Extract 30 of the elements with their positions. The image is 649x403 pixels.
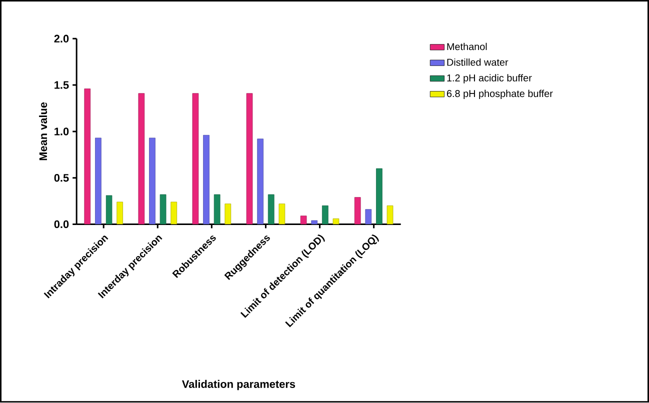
- bar: [300, 216, 307, 224]
- bar: [214, 194, 220, 224]
- bar: [322, 206, 328, 224]
- y-tick-label: 2.0: [54, 35, 69, 43]
- y-axis-title: Mean value: [39, 102, 48, 160]
- bar: [376, 168, 382, 224]
- bar: [246, 93, 253, 224]
- y-tick-label: 1.0: [54, 128, 69, 136]
- bar: [365, 209, 372, 224]
- bar: [160, 194, 166, 224]
- bar: [106, 195, 112, 224]
- bar: [138, 93, 145, 224]
- bar: [257, 138, 264, 224]
- bar: [95, 138, 102, 224]
- legend-label: 1.2 pH acidic buffer: [447, 74, 532, 84]
- y-tick-label: 1.5: [54, 81, 69, 90]
- bar: [149, 138, 156, 224]
- bar: [203, 135, 210, 224]
- bar: [224, 204, 232, 224]
- legend-label: Distilled water: [447, 58, 508, 66]
- bar: [268, 194, 274, 224]
- legend-label: 6.8 pH phosphate buffer: [446, 90, 553, 100]
- bar: [354, 197, 361, 224]
- legend-label: Methanol: [447, 43, 487, 50]
- bar: [311, 220, 318, 224]
- x-axis-title: Validation parameters: [182, 380, 296, 390]
- y-tick-label: 0.5: [54, 174, 69, 182]
- y-tick-label: 0.0: [54, 220, 69, 228]
- bar: [192, 93, 199, 224]
- bar: [84, 88, 91, 224]
